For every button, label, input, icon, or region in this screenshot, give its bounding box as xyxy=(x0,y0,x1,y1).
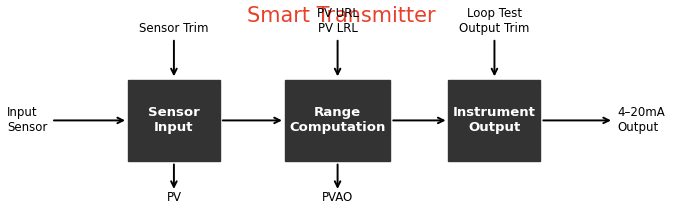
Text: Sensor
Input: Sensor Input xyxy=(148,106,200,134)
Text: Input
Sensor: Input Sensor xyxy=(7,106,47,134)
Text: Sensor Trim: Sensor Trim xyxy=(139,22,209,35)
Text: Smart Transmitter: Smart Transmitter xyxy=(247,6,435,26)
Text: PV URL
PV LRL: PV URL PV LRL xyxy=(316,7,359,35)
Bar xyxy=(285,80,391,161)
Text: PV: PV xyxy=(166,191,181,204)
Text: 4–20mA
Output: 4–20mA Output xyxy=(617,106,665,134)
Text: Instrument
Output: Instrument Output xyxy=(453,106,536,134)
Text: PVAO: PVAO xyxy=(322,191,353,204)
Text: Range
Computation: Range Computation xyxy=(289,106,386,134)
Text: Loop Test
Output Trim: Loop Test Output Trim xyxy=(459,7,530,35)
Bar xyxy=(128,80,220,161)
Bar xyxy=(449,80,540,161)
